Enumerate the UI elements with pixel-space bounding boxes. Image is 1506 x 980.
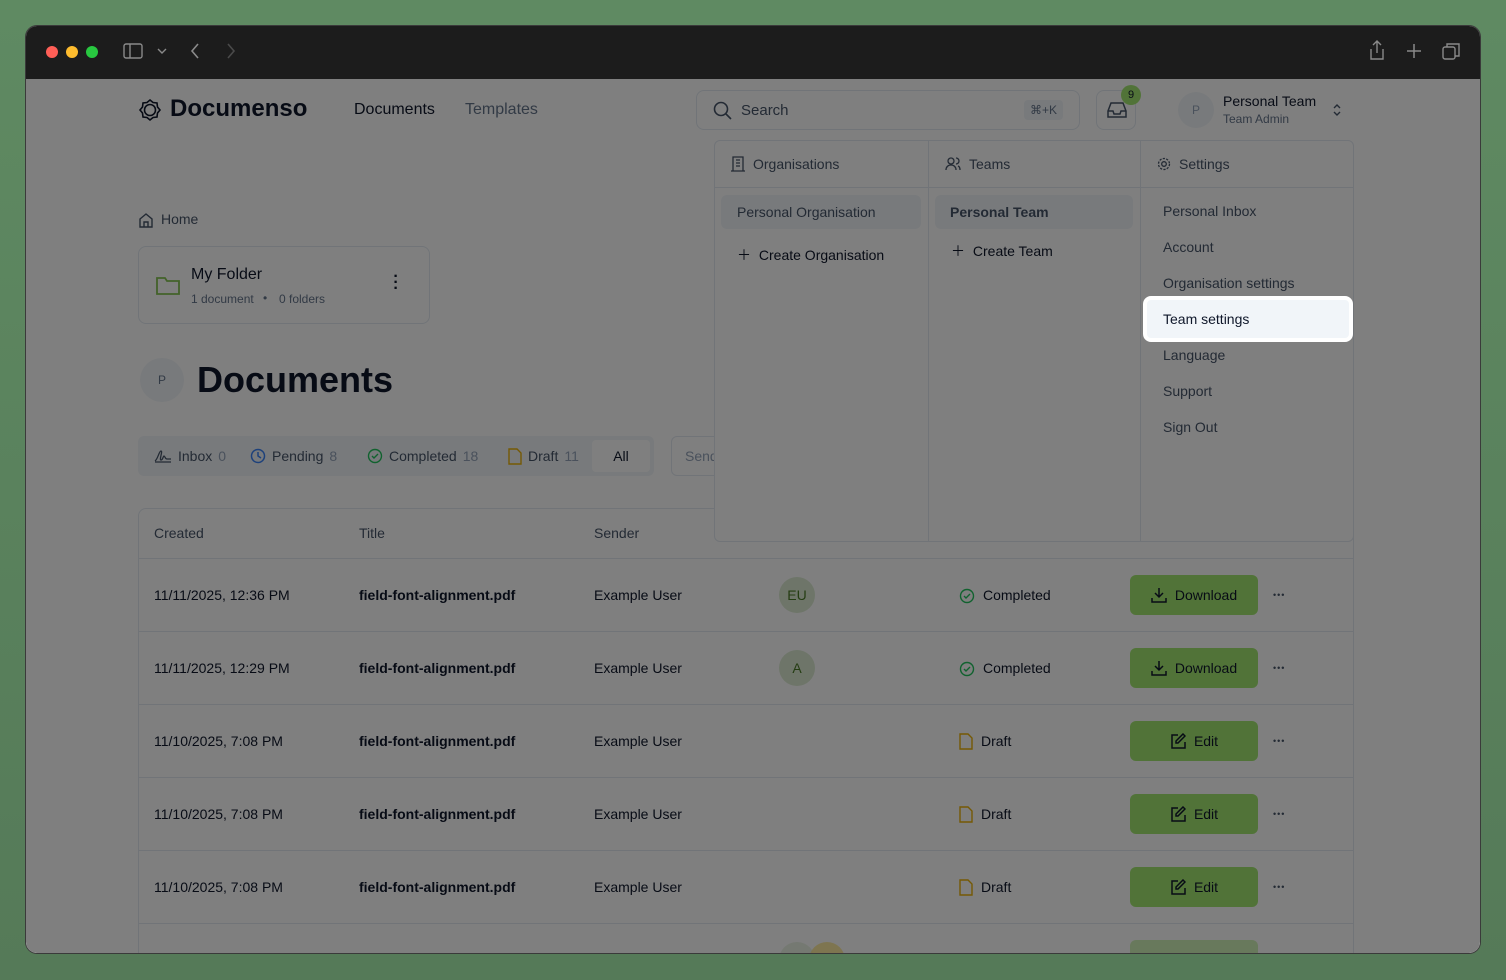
browser-window: Documenso Documents Templates Search ⌘+K…	[26, 26, 1480, 953]
forward-icon[interactable]	[226, 43, 236, 59]
tabs-overview-icon[interactable]	[1442, 42, 1461, 60]
back-icon[interactable]	[190, 43, 200, 59]
close-window-button[interactable]	[46, 46, 58, 58]
settings-team-settings[interactable]: Team settings	[1143, 296, 1353, 342]
dim-overlay	[26, 79, 1480, 953]
minimize-window-button[interactable]	[66, 46, 78, 58]
sidebar-toggle-icon[interactable]	[123, 43, 143, 59]
share-icon[interactable]	[1369, 40, 1385, 60]
maximize-window-button[interactable]	[86, 46, 98, 58]
new-tab-icon[interactable]	[1406, 43, 1422, 59]
chevron-down-icon[interactable]	[157, 48, 167, 54]
title-bar	[26, 26, 1480, 79]
